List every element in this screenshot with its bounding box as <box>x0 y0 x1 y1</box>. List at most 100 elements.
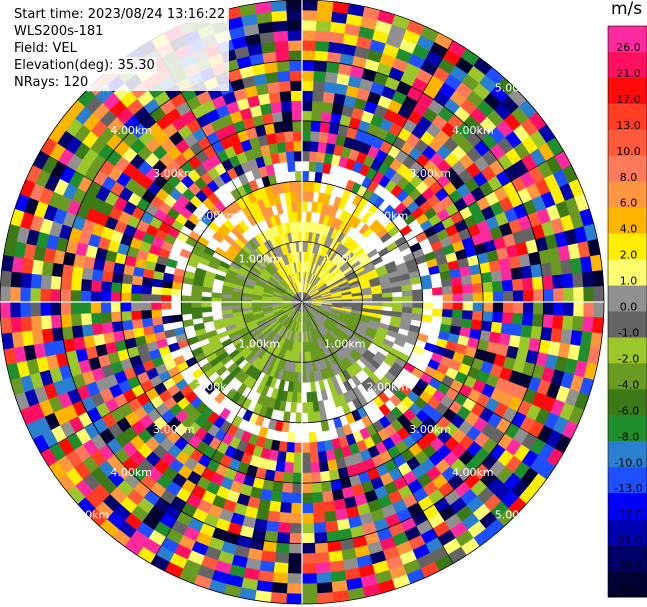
velocity-gate <box>323 510 337 523</box>
velocity-gate <box>29 287 41 303</box>
range-ring-label: 2.00km <box>367 210 409 223</box>
range-ring-label: 2.00km <box>367 380 409 393</box>
azimuth-line <box>301 301 564 454</box>
velocity-gate <box>324 183 334 196</box>
velocity-gate <box>171 288 183 296</box>
velocity-gate <box>111 320 124 333</box>
velocity-gate <box>366 248 379 259</box>
velocity-gate <box>100 291 112 303</box>
velocity-gate <box>301 100 313 112</box>
velocity-gate <box>393 337 406 348</box>
velocity-gate <box>132 326 145 338</box>
velocity-gate <box>460 274 473 286</box>
velocity-gate <box>301 573 317 585</box>
velocity-gate <box>295 180 303 192</box>
velocity-gate <box>287 29 303 41</box>
velocity-gate <box>301 201 308 212</box>
velocity-gate <box>459 266 472 278</box>
velocity-gate <box>70 289 82 303</box>
velocity-gate <box>265 520 280 533</box>
velocity-gate <box>315 30 331 42</box>
velocity-gate <box>70 313 82 327</box>
range-ring-label: 5.00km <box>495 81 537 94</box>
colorbar-segment <box>608 519 647 546</box>
velocity-gate <box>40 274 52 290</box>
velocity-gate <box>582 271 594 288</box>
velocity-gate <box>301 452 311 464</box>
velocity-gate <box>60 313 72 328</box>
velocity-gate <box>297 382 303 393</box>
velocity-gate <box>293 150 303 162</box>
velocity-gate <box>297 211 303 222</box>
velocity-gate <box>382 297 393 303</box>
velocity-gate <box>279 90 292 102</box>
velocity-gate <box>301 140 311 152</box>
velocity-gate <box>0 285 11 303</box>
elevation-label: Elevation(deg): 35.30 <box>12 57 157 74</box>
velocity-gate <box>500 322 513 336</box>
velocity-gate <box>552 314 564 330</box>
velocity-gate <box>140 293 152 303</box>
velocity-gate <box>301 40 316 51</box>
velocity-gate <box>100 280 112 293</box>
velocity-gate <box>315 562 331 574</box>
velocity-gate <box>171 314 183 323</box>
velocity-gates <box>0 0 605 605</box>
velocity-gate <box>217 330 229 340</box>
velocity-gate <box>287 573 303 585</box>
velocity-gate <box>162 272 175 282</box>
velocity-gate <box>211 292 223 298</box>
velocity-gate <box>502 301 514 314</box>
velocity-gate <box>301 80 314 92</box>
velocity-gate <box>560 329 573 345</box>
velocity-gate <box>306 391 313 403</box>
velocity-gate <box>490 321 503 334</box>
velocity-gate <box>320 389 329 401</box>
velocity-gate <box>273 30 289 42</box>
velocity-gate <box>288 50 303 61</box>
velocity-gate <box>20 272 32 288</box>
velocity-gate <box>310 461 321 474</box>
colorbar-segment <box>608 233 647 261</box>
colorbar-tick-label: 10.0 <box>616 145 641 158</box>
colorbar-tick-label: 1.0 <box>620 275 638 288</box>
velocity-gate <box>301 130 312 142</box>
velocity-gate <box>121 273 134 285</box>
velocity-gate <box>301 120 312 132</box>
velocity-gate <box>328 550 344 563</box>
velocity-gate <box>296 392 303 403</box>
velocity-gate <box>281 110 293 123</box>
colorbar-segment <box>608 259 647 287</box>
velocity-gate <box>278 512 292 524</box>
velocity-gate <box>266 132 278 145</box>
colorbar-tick-label: -8.0 <box>618 430 639 443</box>
velocity-gate <box>492 291 504 303</box>
velocity-gate <box>40 288 51 303</box>
velocity-gate <box>289 70 303 82</box>
velocity-gate <box>294 170 303 182</box>
velocity-gate <box>314 50 329 62</box>
velocity-gate <box>293 442 303 454</box>
velocity-gate <box>292 130 303 142</box>
velocity-gate <box>291 482 303 494</box>
velocity-gate <box>140 284 153 295</box>
velocity-gate <box>150 285 163 295</box>
velocity-gate <box>290 90 303 102</box>
velocity-gate <box>267 81 281 94</box>
range-ring-label: 1.00km <box>324 338 366 351</box>
velocity-gate <box>270 0 287 12</box>
velocity-gate <box>592 317 604 334</box>
velocity-gate <box>309 451 320 464</box>
velocity-gate <box>312 512 326 524</box>
velocity-gate <box>462 292 474 303</box>
velocity-gate <box>310 120 322 133</box>
velocity-gate <box>326 459 338 472</box>
velocity-gate <box>301 593 319 605</box>
velocity-gate <box>392 301 403 308</box>
velocity-gate <box>512 278 524 292</box>
velocity-gate <box>140 301 152 311</box>
velocity-gate <box>20 316 32 332</box>
velocity-gate <box>270 592 287 604</box>
velocity-gate <box>267 510 281 523</box>
azimuth-line <box>301 301 454 564</box>
